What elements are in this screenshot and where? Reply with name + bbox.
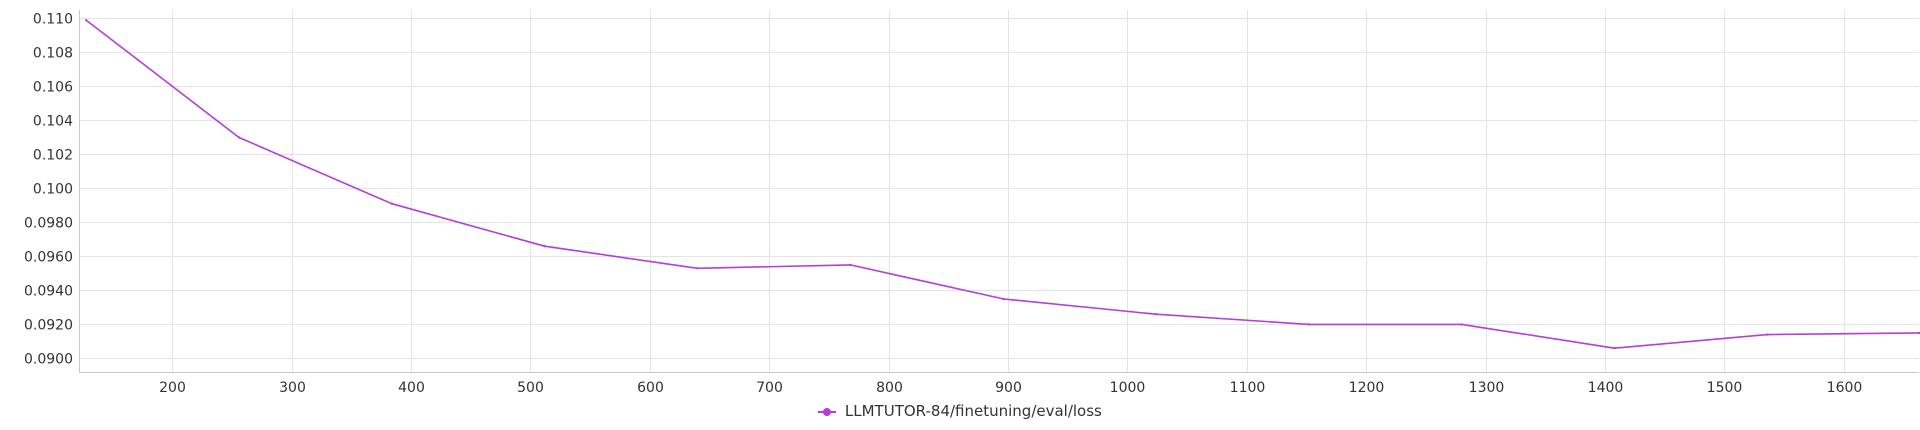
line-chart: 0.0900 0.0920 0.0940 0.0960 0.0980 0.100 0.102… [24,10,1920,396]
x-tick-label: 1300 [1469,380,1505,396]
data-point [1917,331,1920,335]
y-tick-label: 0.110 [33,12,73,28]
data-point [1002,297,1005,301]
data-point [1307,323,1311,326]
legend-series-marker-icon [818,406,837,418]
x-tick-label: 400 [398,380,425,396]
x-tick-label: 800 [876,380,903,396]
y-tick-label: 0.106 [33,80,73,96]
legend-series-label: LLMTUTOR-84/finetuning/eval/loss [844,402,1102,420]
x-tick-label: 900 [995,380,1022,396]
data-point [237,136,241,139]
data-point [1766,333,1769,336]
data-point [696,267,699,270]
x-tick-label: 1600 [1827,380,1863,396]
x-tick-label: 1000 [1110,380,1146,396]
y-tick-label: 0.0960 [24,250,73,266]
y-tick-label: 0.0980 [24,216,73,232]
x-tick-label: 200 [159,380,186,396]
x-tick-label: 600 [637,380,664,396]
data-point [85,19,88,22]
y-tick-label: 0.0920 [24,318,73,334]
data-point [1154,313,1158,316]
x-tick-label: 1200 [1349,380,1385,396]
data-point [543,245,546,248]
x-tick-label: 1400 [1588,380,1624,396]
y-tick-label: 0.108 [33,46,73,62]
legend[interactable]: LLMTUTOR-84/finetuning/eval/loss [0,402,1920,420]
x-tick-label: 1100 [1230,380,1266,396]
data-point [1613,347,1616,350]
y-tick-label: 0.0900 [24,352,73,368]
y-tick-label: 0.102 [33,148,73,164]
y-tick-label: 0.100 [33,182,73,198]
x-tick-label: 500 [517,380,544,396]
x-tick-label: 300 [279,380,306,396]
y-tick-label: 0.104 [33,114,73,130]
data-point [1460,323,1463,326]
data-point [390,202,393,205]
x-tick-label: 1500 [1707,380,1743,396]
data-point [849,263,852,267]
y-tick-label: 0.0940 [24,284,73,300]
x-tick-label: 700 [756,380,783,396]
